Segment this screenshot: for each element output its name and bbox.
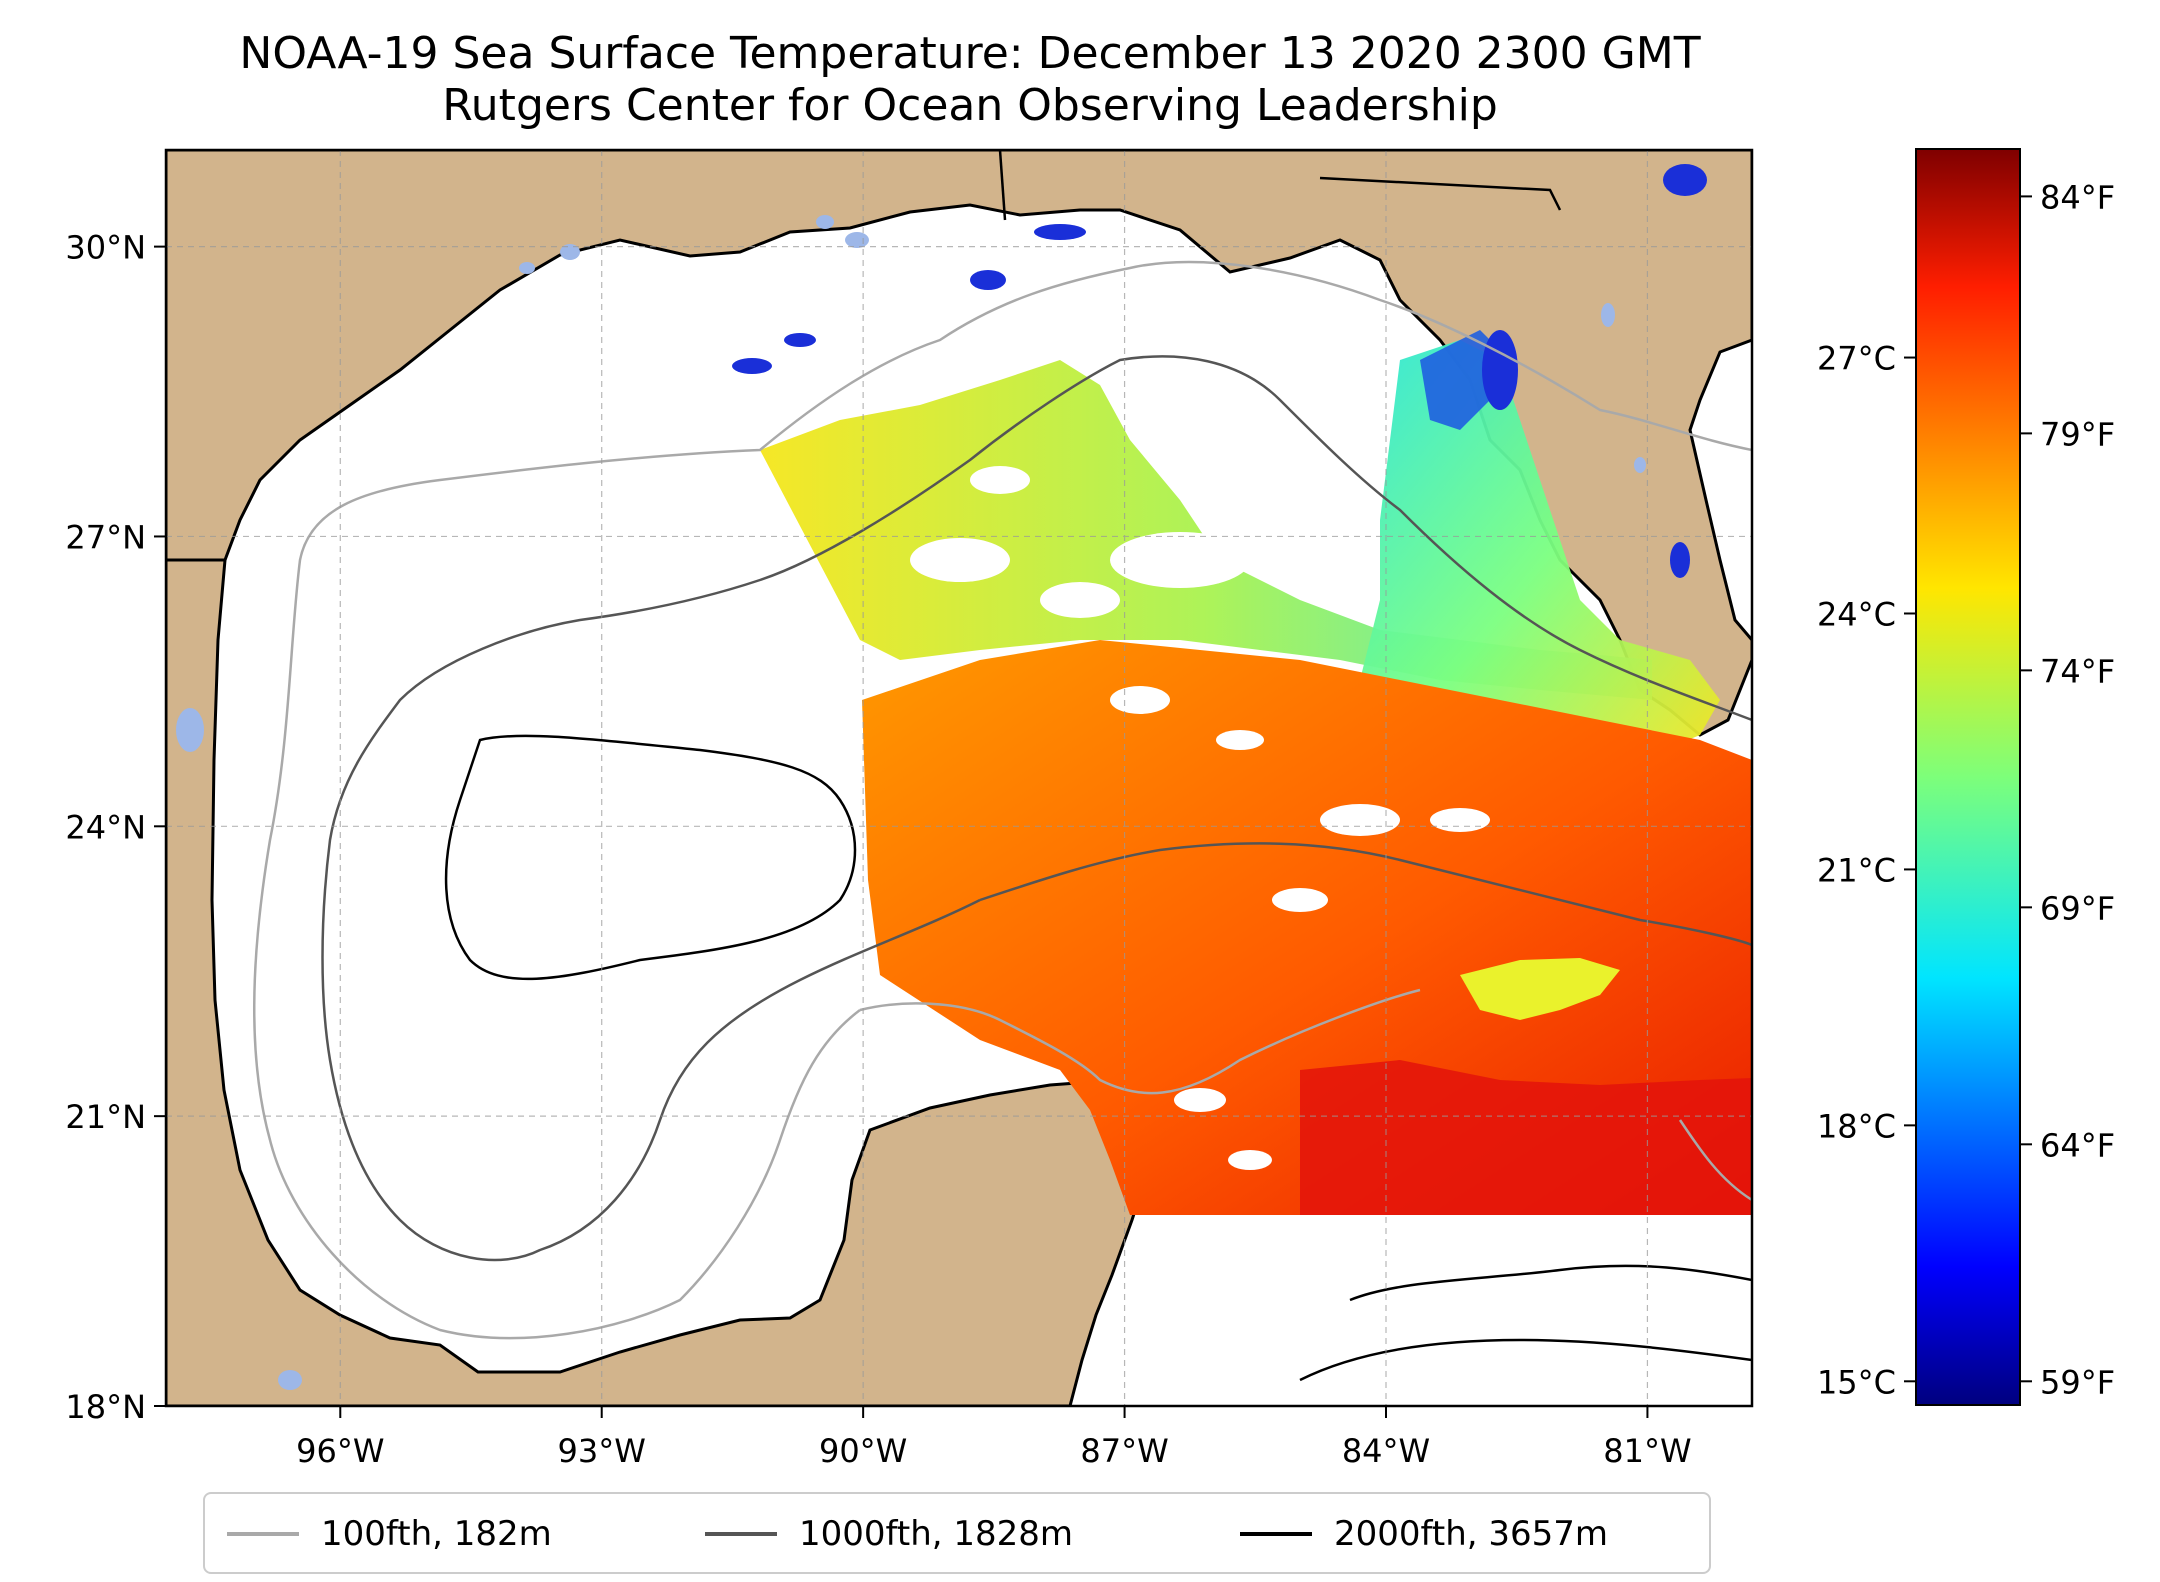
state-boundaries [998,150,1562,221]
sst-florida-shelf-blue [1420,330,1500,430]
colorbar-fahrenheit-label: 69°F [2040,889,2115,927]
colorbar-celsius-label: 21°C [1817,851,1896,889]
lon-tick-label: 84°W [1342,1432,1430,1470]
lakes [176,215,1646,1390]
sst-east-gradient [1360,340,1720,790]
graticule [166,150,1752,1406]
colorbar-fahrenheit-label: 84°F [2040,178,2115,216]
legend-item-1000fth: 1000fth, 1828m [705,1512,1073,1556]
sst-south-swath [862,640,1752,1215]
legend-item-100fth: 100fth, 182m [227,1512,552,1556]
map-subtitle: Rutgers Center for Ocean Observing Leade… [442,80,1498,131]
colorbar: 27°C 24°C 21°C 18°C 15°C 84°F 79°F 74°F 69°F 64°… [1817,148,2115,1406]
legend-item-2000fth: 2000fth, 3657m [1240,1512,1608,1556]
latitude-axis: 30°N 27°N 24°N 21°N 18°N [65,229,166,1426]
sst-data-layer [732,164,1752,1215]
colorbar-celsius-label: 18°C [1817,1107,1896,1145]
colorbar-fahrenheit-label: 74°F [2040,652,2115,690]
legend-swatch [1240,1532,1312,1536]
legend-label: 100fth, 182m [321,1514,552,1554]
colorbar-fahrenheit-label: 59°F [2040,1363,2115,1401]
isobath-100fth [253,260,1752,1340]
isobath-1000fth [321,355,1752,1262]
lat-tick-label: 27°N [65,518,146,556]
colorbar-gradient [1915,148,2021,1406]
legend-label: 1000fth, 1828m [799,1514,1074,1554]
lon-tick-label: 93°W [558,1432,646,1470]
legend-swatch [227,1532,299,1536]
sst-coastal-cold-patches [732,164,1707,578]
sst-cuba-north-yellow [1460,958,1620,1020]
legend-label: 2000fth, 3657m [1334,1514,1609,1554]
colorbar-celsius-axis: 27°C 24°C 21°C 18°C 15°C [1817,340,1916,1401]
land-north-us [166,150,1752,737]
lat-tick-label: 30°N [65,229,146,267]
colorbar-celsius-label: 15°C [1817,1363,1896,1401]
lon-tick-label: 90°W [819,1432,907,1470]
colorbar-fahrenheit-axis: 84°F 79°F 74°F 69°F 64°F 59°F [2020,178,2115,1401]
isobath-legend: 100fth, 182m 1000fth, 1828m 2000fth, 365… [203,1492,1711,1574]
lat-tick-label: 18°N [65,1388,146,1426]
colorbar-fahrenheit-label: 64°F [2040,1126,2115,1164]
sst-cloud-gaps [910,466,1490,1170]
legend-swatch [705,1532,777,1536]
map-frame [164,148,1754,1408]
colorbar-celsius-label: 27°C [1817,340,1896,378]
colorbar-celsius-label: 24°C [1817,595,1896,633]
longitude-axis: 96°W 93°W 90°W 87°W 84°W 81°W [296,1406,1692,1470]
lon-tick-label: 81°W [1603,1432,1691,1470]
lat-tick-label: 24°N [65,808,146,846]
sst-yucatan-channel-warm [1300,1060,1752,1215]
isobath-2000fth [444,734,1752,1382]
sst-north-swath [760,360,1652,700]
lon-tick-label: 87°W [1080,1432,1168,1470]
map-title: NOAA-19 Sea Surface Temperature: Decembe… [239,28,1701,79]
lon-tick-label: 96°W [296,1432,384,1470]
lat-tick-label: 21°N [65,1098,146,1136]
colorbar-fahrenheit-label: 79°F [2040,415,2115,453]
